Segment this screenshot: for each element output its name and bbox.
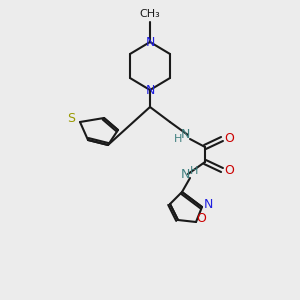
Text: CH₃: CH₃ xyxy=(140,9,160,19)
Text: O: O xyxy=(196,212,206,224)
Text: O: O xyxy=(224,164,234,176)
Text: N: N xyxy=(145,83,155,97)
Text: N: N xyxy=(180,128,190,142)
Text: H: H xyxy=(174,134,182,144)
Text: S: S xyxy=(67,112,75,125)
Text: N: N xyxy=(203,197,213,211)
Text: N: N xyxy=(180,167,190,181)
Text: N: N xyxy=(145,35,155,49)
Text: O: O xyxy=(224,133,234,146)
Text: H: H xyxy=(190,166,198,176)
